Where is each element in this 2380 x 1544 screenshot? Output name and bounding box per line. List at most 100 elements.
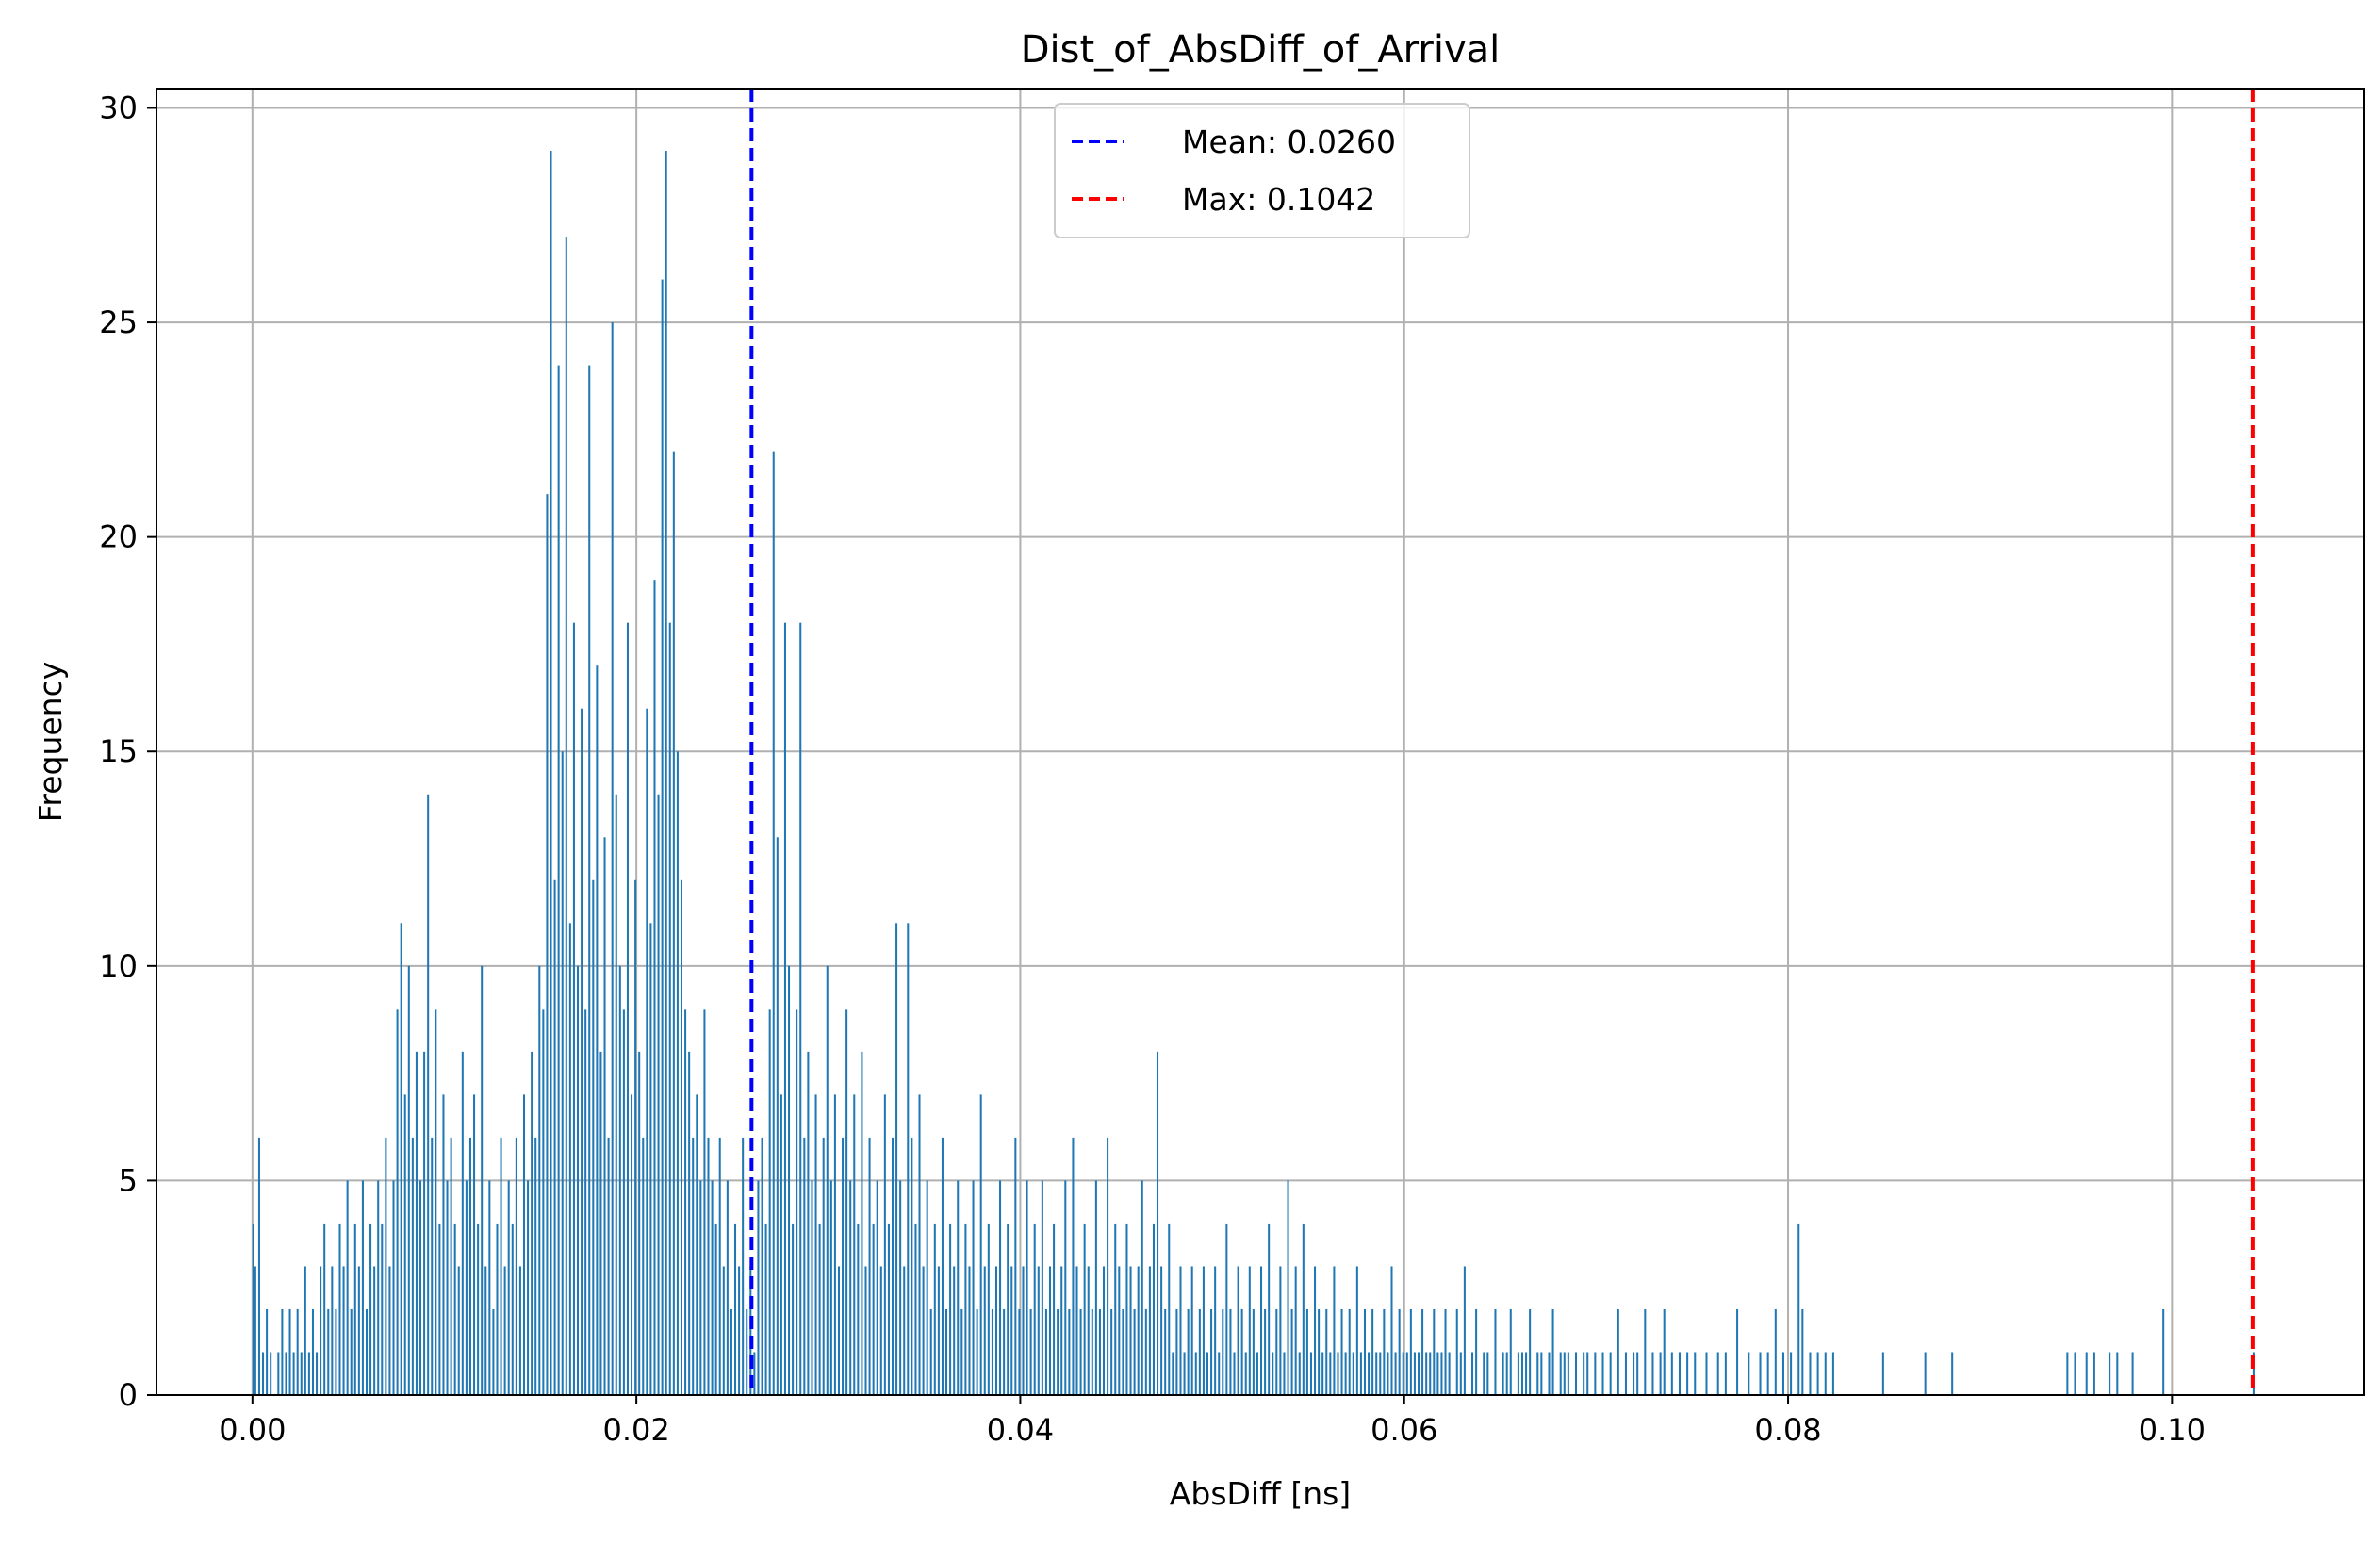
histogram-bar (481, 965, 484, 1395)
histogram-bar (1037, 1266, 1040, 1395)
histogram-bar (611, 322, 614, 1395)
histogram-bar (842, 1137, 845, 1395)
histogram-bar (453, 1223, 456, 1395)
histogram-bar (1359, 1352, 1362, 1395)
histogram-bar (584, 1009, 587, 1395)
histogram-bar (845, 1009, 848, 1395)
histogram-bar (285, 1352, 287, 1395)
histogram-bar (849, 1180, 852, 1395)
histogram-bar (1736, 1308, 1739, 1395)
histogram-bar (1218, 1352, 1221, 1395)
histogram-bar (1425, 1352, 1428, 1395)
histogram-bar (1352, 1352, 1354, 1395)
histogram-bar (642, 1137, 645, 1395)
histogram-bar (1475, 1308, 1478, 1395)
histogram-bar (1797, 1223, 1800, 1395)
histogram-bar (561, 751, 564, 1395)
histogram-bar (742, 1137, 745, 1395)
histogram-bar (1440, 1352, 1443, 1395)
histogram-bar (733, 1223, 737, 1395)
histogram-bar (1517, 1352, 1519, 1395)
histogram-bar (457, 1266, 460, 1395)
histogram-bar (618, 965, 621, 1395)
histogram-bar (1194, 1352, 1197, 1395)
histogram-bar (1633, 1352, 1635, 1395)
histogram-bar (1290, 1308, 1293, 1395)
histogram-bar (1417, 1352, 1420, 1395)
histogram-bar (1007, 1223, 1009, 1395)
histogram-bar (2131, 1352, 2134, 1395)
histogram-bar (1141, 1180, 1143, 1395)
reference-lines (749, 89, 2255, 1395)
histogram-bar (1363, 1308, 1367, 1395)
chart-title: Dist_of_AbsDiff_of_Arrival (1021, 28, 1501, 72)
histogram-bar (953, 1266, 956, 1395)
histogram-bar (1333, 1266, 1336, 1395)
histogram-bar (1459, 1352, 1462, 1395)
histogram-bar (1029, 1308, 1032, 1395)
histogram-bar (1486, 1352, 1489, 1395)
histogram-bar (895, 923, 898, 1395)
histogram-bar (1252, 1308, 1255, 1395)
histogram-bar (1283, 1352, 1286, 1395)
x-axis-ticks: 0.00 0.02 0.04 0.06 0.08 0.10 (219, 1395, 2206, 1448)
histogram-bar (899, 1180, 902, 1395)
histogram-bars (252, 151, 2255, 1396)
histogram-bar (1110, 1308, 1113, 1395)
histogram-bar (1540, 1352, 1543, 1395)
histogram-bar (522, 1094, 526, 1395)
histogram-bar (1340, 1308, 1343, 1395)
histogram-bar (438, 1223, 441, 1395)
histogram-bar (1748, 1352, 1750, 1395)
histogram-bar (592, 879, 595, 1395)
histogram-bar (1026, 1180, 1028, 1395)
histogram-bar (1060, 1266, 1063, 1395)
histogram-bar (615, 794, 617, 1395)
histogram-bar (991, 1308, 993, 1395)
histogram-bar (369, 1223, 372, 1395)
histogram-bar (1118, 1266, 1121, 1395)
histogram-bar (1601, 1352, 1604, 1395)
histogram-bar (468, 1137, 471, 1395)
histogram-bar (1160, 1266, 1163, 1395)
histogram-bar (738, 1266, 741, 1395)
histogram-bar (891, 1137, 895, 1395)
histogram-bar (1586, 1352, 1589, 1395)
histogram-bar (933, 1223, 936, 1395)
histogram-bar (1014, 1137, 1017, 1395)
y-axis-label: Frequency (32, 662, 69, 822)
histogram-bar (1022, 1266, 1025, 1395)
histogram-bar (2074, 1352, 2076, 1395)
histogram-bar (1294, 1266, 1297, 1395)
histogram-bar (814, 1094, 817, 1395)
x-tick-label: 0.06 (1371, 1412, 1437, 1448)
histogram-bar (1694, 1352, 1697, 1395)
histogram-bar (257, 1137, 260, 1395)
histogram-bar (1617, 1308, 1619, 1395)
histogram-bar (1033, 1223, 1036, 1395)
histogram-bar (1413, 1352, 1416, 1395)
histogram-bar (718, 1137, 721, 1395)
histogram-bar (1436, 1352, 1439, 1395)
histogram-bar (1122, 1308, 1124, 1395)
histogram-bar (335, 1308, 337, 1395)
y-tick-label: 20 (99, 519, 138, 555)
histogram-bar (730, 1308, 732, 1395)
histogram-bar (999, 1180, 1002, 1395)
histogram-bar (826, 965, 829, 1395)
histogram-bar (757, 1180, 760, 1395)
histogram-bar (668, 622, 671, 1395)
histogram-bar (1433, 1308, 1436, 1395)
histogram-bar (960, 1308, 963, 1395)
histogram-bar (1594, 1352, 1597, 1395)
histogram-bar (1559, 1352, 1562, 1395)
histogram-bar (2116, 1352, 2119, 1395)
histogram-bar (1048, 1266, 1052, 1395)
histogram-bar (1355, 1266, 1358, 1395)
histogram-bar (427, 794, 430, 1395)
histogram-bar (1222, 1308, 1224, 1395)
histogram-bar (377, 1180, 380, 1395)
y-tick-label: 0 (119, 1377, 138, 1413)
histogram-bar (1375, 1352, 1378, 1395)
histogram-bar (350, 1308, 353, 1395)
